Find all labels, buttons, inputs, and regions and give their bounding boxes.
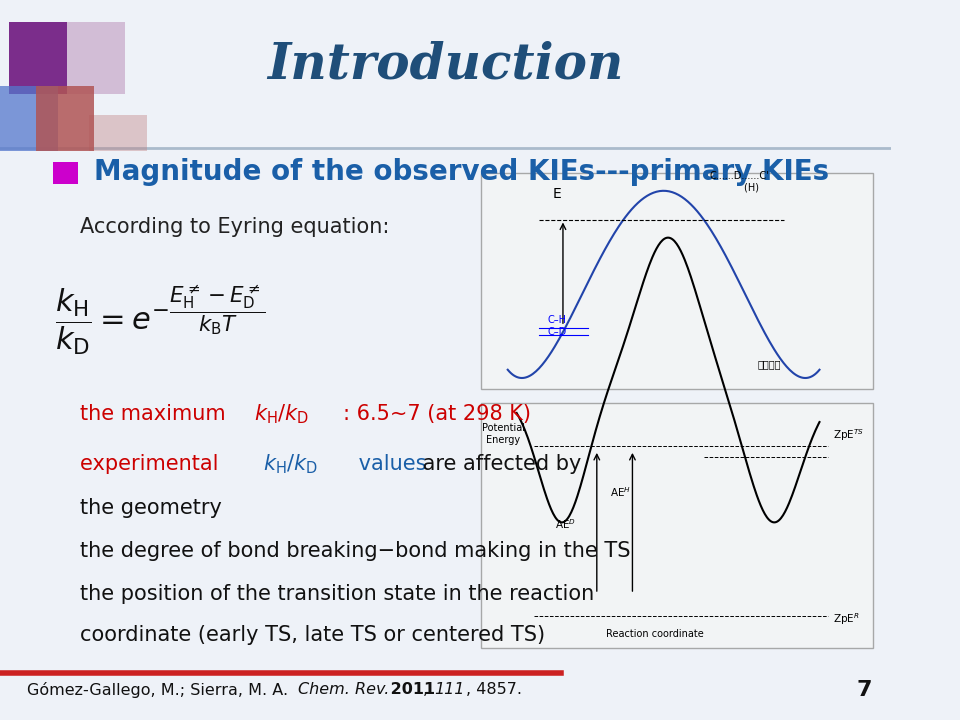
Text: the degree of bond breaking−bond making in the TS: the degree of bond breaking−bond making … <box>81 541 631 561</box>
FancyBboxPatch shape <box>67 22 125 94</box>
Text: values: values <box>352 454 426 474</box>
FancyBboxPatch shape <box>54 162 79 184</box>
Text: Magnitude of the observed KIEs---primary KIEs: Magnitude of the observed KIEs---primary… <box>93 158 828 186</box>
Text: AE$^{D}$: AE$^{D}$ <box>555 518 576 531</box>
Text: C......D......C'
        (H): C......D......C' (H) <box>709 171 769 193</box>
Text: 7: 7 <box>856 680 872 700</box>
Text: $k_{\rm H}/k_{\rm D}$: $k_{\rm H}/k_{\rm D}$ <box>263 453 318 476</box>
Text: 111: 111 <box>435 683 465 697</box>
Text: are affected by: are affected by <box>416 454 582 474</box>
Text: coordinate (early TS, late TS or centered TS): coordinate (early TS, late TS or centere… <box>81 625 545 645</box>
Text: $\dfrac{k_{\rm H}}{k_{\rm D}} = e^{-\dfrac{E_{\rm H}^{\neq}-E_{\rm D}^{\neq}}{k_: $\dfrac{k_{\rm H}}{k_{\rm D}} = e^{-\dfr… <box>56 284 266 357</box>
FancyBboxPatch shape <box>0 86 58 151</box>
FancyBboxPatch shape <box>89 115 147 151</box>
Text: the position of the transition state in the reaction: the position of the transition state in … <box>81 584 594 604</box>
Text: ,: , <box>423 683 433 697</box>
Text: C–H
C–D: C–H C–D <box>548 315 567 337</box>
FancyBboxPatch shape <box>9 22 67 94</box>
Text: Reaction coordinate: Reaction coordinate <box>606 629 704 639</box>
Text: Chem. Rev.: Chem. Rev. <box>299 683 390 697</box>
FancyBboxPatch shape <box>481 173 873 389</box>
Text: Introduction: Introduction <box>267 40 624 89</box>
Text: ZpE$^{TS}$: ZpE$^{TS}$ <box>833 428 864 444</box>
Text: : 6.5~7 (at 298 K): : 6.5~7 (at 298 K) <box>343 404 531 424</box>
Text: E: E <box>552 187 561 201</box>
Text: 反应坐标: 反应坐标 <box>757 359 780 369</box>
Text: experimental: experimental <box>81 454 226 474</box>
Text: , 4857.: , 4857. <box>466 683 522 697</box>
Text: 2011: 2011 <box>385 683 435 697</box>
Text: Potential
Energy: Potential Energy <box>482 423 525 445</box>
Text: According to Eyring equation:: According to Eyring equation: <box>81 217 390 237</box>
Text: AE$^{H}$: AE$^{H}$ <box>611 485 631 499</box>
FancyBboxPatch shape <box>481 403 873 648</box>
Text: $k_{\rm H}/k_{\rm D}$: $k_{\rm H}/k_{\rm D}$ <box>253 402 309 426</box>
FancyBboxPatch shape <box>36 86 93 151</box>
Text: Gómez-Gallego, M.; Sierra, M. A.: Gómez-Gallego, M.; Sierra, M. A. <box>27 682 293 698</box>
Text: the maximum: the maximum <box>81 404 232 424</box>
Text: ZpE$^{R}$: ZpE$^{R}$ <box>833 611 859 627</box>
Text: the geometry: the geometry <box>81 498 222 518</box>
